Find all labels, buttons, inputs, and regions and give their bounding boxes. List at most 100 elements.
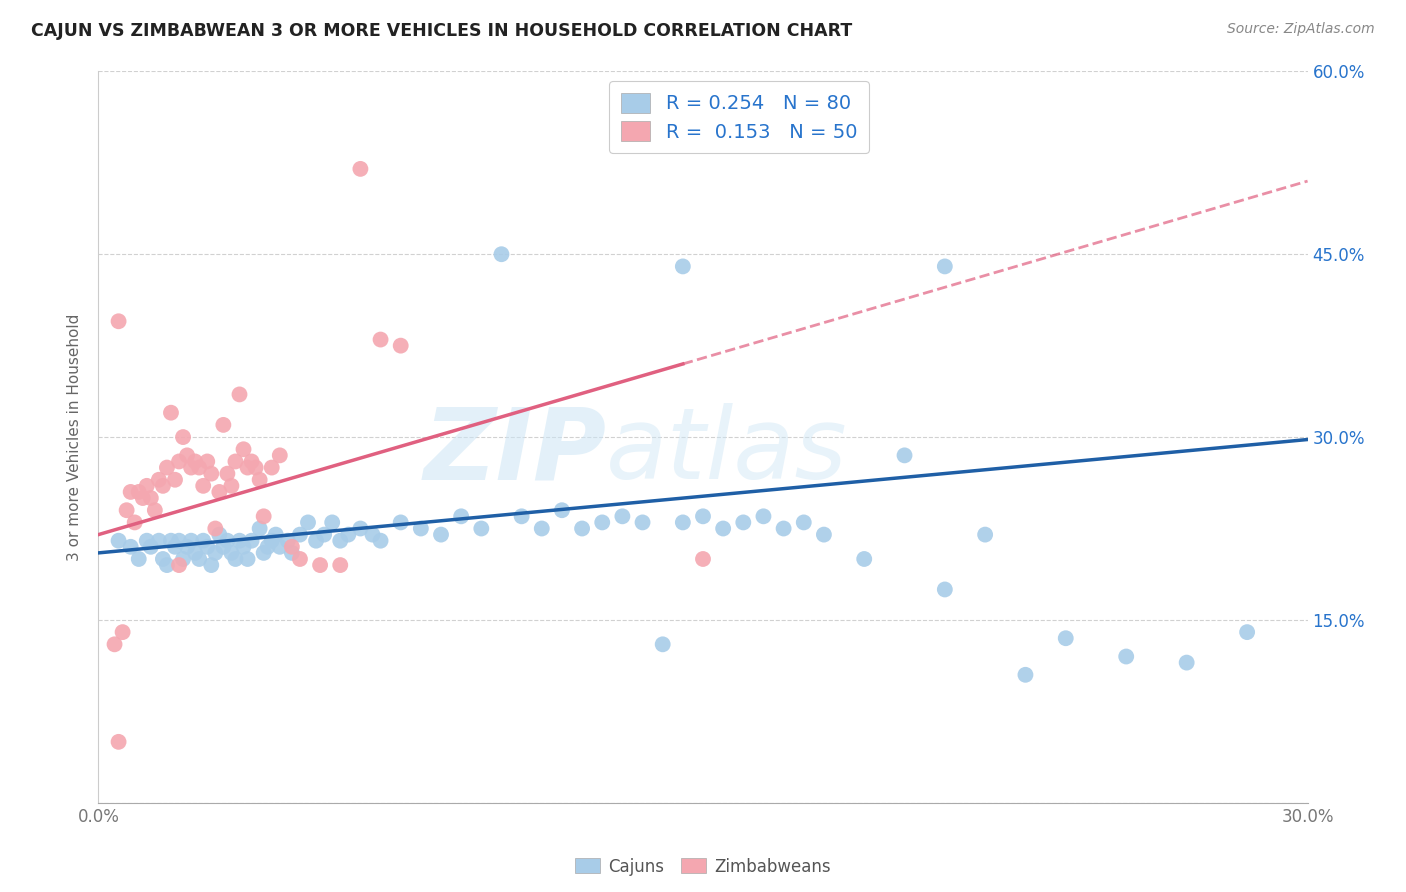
Point (120, 485, 142, 500)
Point (184, 546, 207, 560)
Point (256, 540, 278, 554)
Point (297, 516, 319, 530)
Point (1054, 632, 1077, 646)
Point (1115, 649, 1137, 664)
Text: ZIP: ZIP (423, 403, 606, 500)
Point (139, 540, 162, 554)
Point (160, 533, 183, 548)
Point (1175, 656, 1198, 670)
Point (200, 558, 222, 573)
Point (135, 533, 157, 548)
Point (692, 509, 714, 524)
Point (221, 546, 243, 560)
Point (288, 527, 311, 541)
Point (249, 473, 271, 487)
Point (551, 503, 574, 517)
Point (253, 509, 276, 524)
Point (389, 338, 412, 352)
Point (314, 527, 336, 541)
Point (349, 521, 371, 535)
Point (612, 509, 634, 524)
Point (224, 552, 246, 566)
Point (212, 417, 235, 432)
Point (180, 460, 202, 475)
Point (156, 460, 179, 475)
Point (193, 479, 215, 493)
Point (240, 454, 263, 468)
Point (752, 509, 775, 524)
Point (195, 454, 218, 468)
Point (184, 454, 207, 468)
Point (103, 637, 125, 651)
Point (107, 314, 129, 328)
Point (793, 516, 815, 530)
Point (111, 625, 134, 640)
Point (217, 467, 239, 481)
Point (591, 516, 613, 530)
Point (200, 467, 222, 481)
Point (128, 485, 150, 500)
Point (148, 473, 170, 487)
Point (974, 527, 997, 541)
Point (148, 533, 170, 548)
Point (163, 540, 186, 554)
Point (711, 521, 734, 535)
Point (107, 533, 129, 548)
Point (204, 546, 226, 560)
Point (132, 491, 155, 505)
Point (176, 540, 198, 554)
Point (893, 448, 915, 462)
Point (389, 516, 412, 530)
Point (651, 637, 673, 651)
Point (128, 552, 150, 566)
Point (277, 533, 299, 548)
Point (139, 491, 162, 505)
Point (156, 558, 179, 573)
Point (450, 509, 472, 524)
Point (309, 558, 332, 573)
Point (329, 558, 352, 573)
Point (672, 260, 695, 274)
Point (672, 516, 695, 530)
Point (160, 406, 183, 420)
Text: Source: ZipAtlas.com: Source: ZipAtlas.com (1227, 22, 1375, 37)
Point (733, 516, 755, 530)
Point (692, 552, 714, 566)
Point (772, 521, 794, 535)
Point (124, 516, 146, 530)
Point (143, 503, 166, 517)
Point (305, 533, 328, 548)
Point (115, 503, 138, 517)
Point (370, 333, 392, 347)
Point (163, 473, 186, 487)
Point (510, 509, 533, 524)
Point (470, 521, 492, 535)
Point (329, 533, 352, 548)
Point (232, 540, 254, 554)
Point (228, 387, 250, 401)
Text: atlas: atlas (606, 403, 848, 500)
Point (269, 448, 291, 462)
Text: CAJUN VS ZIMBABWEAN 3 OR MORE VEHICLES IN HOUSEHOLD CORRELATION CHART: CAJUN VS ZIMBABWEAN 3 OR MORE VEHICLES I… (31, 22, 852, 40)
Point (260, 460, 283, 475)
Point (281, 546, 304, 560)
Point (212, 540, 235, 554)
Point (1236, 625, 1258, 640)
Point (188, 460, 211, 475)
Point (208, 485, 231, 500)
Point (321, 516, 343, 530)
Point (236, 460, 259, 475)
Point (167, 454, 190, 468)
Point (409, 521, 432, 535)
Point (370, 533, 392, 548)
Point (264, 527, 287, 541)
Legend: Cajuns, Zimbabweans: Cajuns, Zimbabweans (568, 851, 838, 882)
Point (152, 552, 174, 566)
Point (245, 460, 267, 475)
Point (217, 533, 239, 548)
Point (934, 260, 956, 274)
Point (167, 558, 190, 573)
Point (337, 527, 360, 541)
Point (491, 247, 513, 261)
Point (107, 735, 129, 749)
